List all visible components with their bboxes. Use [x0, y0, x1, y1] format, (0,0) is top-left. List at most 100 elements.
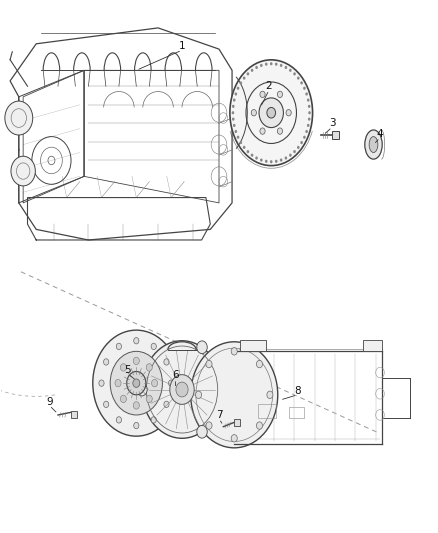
Circle shape [289, 69, 292, 72]
Circle shape [305, 92, 308, 95]
Bar [258, 405, 276, 418]
Circle shape [300, 82, 303, 85]
Circle shape [305, 130, 308, 133]
Circle shape [308, 105, 311, 108]
Circle shape [103, 359, 109, 365]
Circle shape [231, 434, 237, 442]
Circle shape [285, 66, 287, 69]
Circle shape [93, 330, 180, 436]
Circle shape [133, 379, 140, 387]
Circle shape [303, 135, 306, 139]
Circle shape [103, 401, 109, 408]
Circle shape [133, 402, 139, 409]
Text: 4: 4 [377, 129, 383, 139]
Circle shape [151, 343, 156, 350]
Circle shape [303, 87, 306, 90]
Circle shape [308, 118, 311, 120]
Circle shape [110, 351, 162, 415]
Ellipse shape [365, 130, 382, 159]
Circle shape [176, 382, 188, 397]
Circle shape [137, 383, 147, 396]
Circle shape [267, 108, 276, 118]
Circle shape [255, 66, 258, 69]
Circle shape [116, 417, 121, 423]
Circle shape [197, 341, 207, 353]
Circle shape [233, 99, 236, 102]
Circle shape [260, 91, 265, 98]
Circle shape [289, 154, 292, 157]
Circle shape [11, 156, 35, 186]
Bar [289, 407, 304, 418]
Circle shape [146, 364, 152, 371]
Text: 3: 3 [329, 118, 336, 128]
Circle shape [232, 118, 235, 120]
Circle shape [307, 124, 310, 127]
Circle shape [255, 156, 258, 159]
Text: 2: 2 [266, 81, 272, 91]
Circle shape [170, 375, 194, 405]
Circle shape [151, 417, 156, 423]
Circle shape [270, 160, 272, 163]
Circle shape [256, 422, 262, 429]
Circle shape [265, 160, 268, 163]
Circle shape [300, 141, 303, 144]
Text: 1: 1 [179, 42, 185, 52]
Bar [332, 131, 339, 139]
Circle shape [285, 156, 287, 159]
Bar [363, 340, 382, 351]
Circle shape [120, 364, 127, 371]
Text: 9: 9 [46, 397, 53, 407]
Circle shape [280, 158, 283, 161]
Circle shape [267, 391, 273, 399]
Circle shape [169, 380, 174, 386]
Text: 6: 6 [172, 370, 179, 380]
Circle shape [265, 62, 268, 66]
Circle shape [259, 98, 283, 127]
Ellipse shape [369, 136, 378, 152]
Circle shape [243, 146, 245, 149]
Circle shape [308, 111, 311, 114]
Ellipse shape [230, 60, 313, 166]
Circle shape [260, 128, 265, 134]
Circle shape [275, 160, 278, 163]
Circle shape [240, 82, 242, 85]
Circle shape [164, 401, 169, 408]
Circle shape [134, 337, 139, 344]
Circle shape [277, 91, 283, 98]
Circle shape [206, 422, 212, 429]
Text: 5: 5 [124, 365, 131, 375]
Circle shape [232, 111, 234, 114]
Bar [240, 340, 266, 351]
Circle shape [260, 158, 263, 161]
Circle shape [240, 141, 242, 144]
Circle shape [99, 380, 104, 386]
Circle shape [286, 110, 291, 116]
Circle shape [275, 62, 278, 66]
Circle shape [234, 92, 237, 95]
Circle shape [251, 110, 256, 116]
Bar [71, 411, 77, 418]
Circle shape [280, 64, 283, 67]
Circle shape [191, 342, 278, 448]
Circle shape [164, 359, 169, 365]
Circle shape [231, 348, 237, 355]
Circle shape [206, 360, 212, 368]
Circle shape [134, 422, 139, 429]
Circle shape [293, 72, 296, 76]
Circle shape [152, 379, 158, 387]
Circle shape [297, 146, 300, 149]
Circle shape [234, 130, 237, 133]
Circle shape [197, 425, 207, 438]
Circle shape [237, 87, 239, 90]
Circle shape [297, 77, 300, 79]
Circle shape [251, 69, 253, 72]
Circle shape [142, 341, 222, 438]
Text: 7: 7 [215, 410, 223, 420]
Circle shape [256, 360, 262, 368]
Circle shape [146, 395, 152, 402]
Circle shape [133, 357, 139, 365]
Bar [234, 419, 240, 426]
Circle shape [232, 105, 235, 108]
Circle shape [233, 124, 236, 127]
Circle shape [237, 135, 239, 139]
